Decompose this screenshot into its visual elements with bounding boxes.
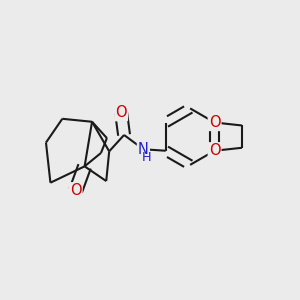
Text: O: O: [209, 143, 220, 158]
Text: H: H: [142, 151, 152, 164]
Text: O: O: [70, 183, 82, 198]
Text: N: N: [138, 142, 149, 157]
Text: O: O: [115, 105, 127, 120]
Text: O: O: [209, 115, 220, 130]
